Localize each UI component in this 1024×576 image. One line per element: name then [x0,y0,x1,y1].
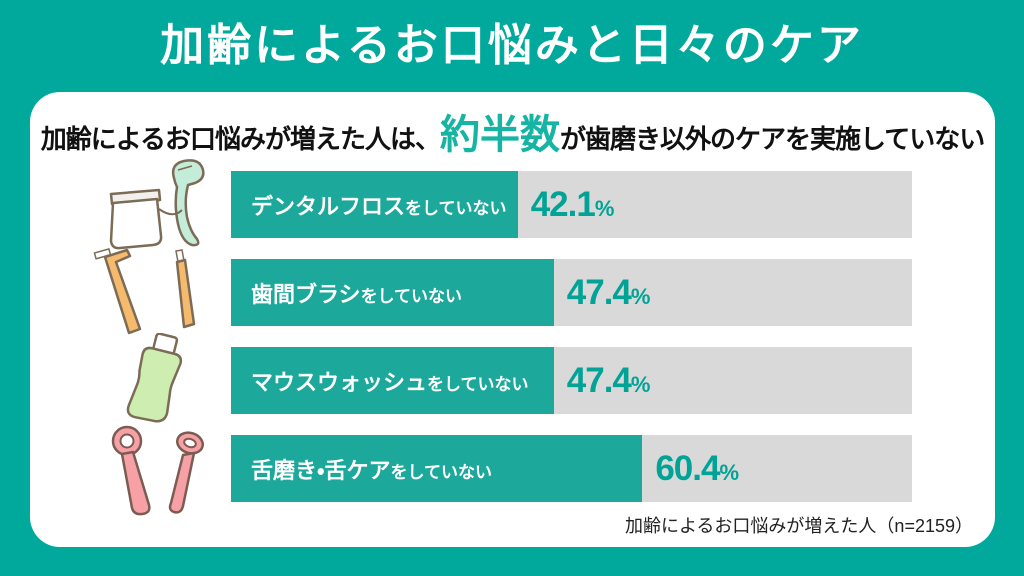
bar-label-main: 歯間ブラシ [251,281,361,307]
card-headline: 加齢によるお口悩みが増えた人は、約半数が歯磨き以外のケアを実施していない [30,112,995,158]
bar-value-number: 42.1 [530,185,596,224]
bar-fill: デンタルフロスをしていない [231,171,518,238]
bar-value-unit: % [719,460,739,485]
bar-track: 舌磨き・舌ケアをしていない 60.4% [231,435,912,502]
bar-track: 歯間ブラシをしていない 47.4% [231,259,912,326]
chart-row: マウスウォッシュをしていない 47.4% [30,332,995,423]
bar-label: マウスウォッシュをしていない [231,365,529,397]
page-header: 加齢によるお口悩みと日々のケア [0,0,1024,92]
bar-value-number: 47.4 [566,273,632,312]
chart-row: 歯間ブラシをしていない 47.4% [30,247,995,334]
bar-label-main: マウスウォッシュ [251,369,428,395]
bar-value: 60.4% [655,451,739,486]
bar-label: デンタルフロスをしていない [231,189,507,221]
content-card: 加齢によるお口悩みが増えた人は、約半数が歯磨き以外のケアを実施していない デンタ… [30,92,995,547]
bar-value-unit: % [594,196,615,221]
bar-fill: 舌磨き・舌ケアをしていない [231,435,643,502]
bar-value: 47.4% [567,363,651,398]
bar-label-suffix: をしていない [405,198,507,218]
bar-fill: マウスウォッシュをしていない [231,347,554,414]
bar-label-main: 舌磨き・舌ケア [251,457,391,483]
bar-track: デンタルフロスをしていない 42.1% [231,171,912,238]
tongue-scraper-icon [111,425,204,515]
chart-row: デンタルフロスをしていない 42.1% [30,158,995,249]
bar-fill: 歯間ブラシをしていない [231,259,554,326]
bar-value-unit: % [630,284,651,309]
bar-value-number: 47.4 [566,361,632,400]
headline-highlight: 約半数 [440,113,560,157]
bar-value: 42.1% [531,187,615,222]
page-title: 加齢によるお口悩みと日々のケア [160,21,864,70]
bar-label-suffix: をしていない [427,374,529,394]
headline-after: が歯磨き以外のケアを実施していない [560,124,985,154]
interdental-brush-icon [93,247,196,334]
dental-floss-icon [109,158,205,249]
bar-label: 舌磨き・舌ケアをしていない [231,453,492,485]
bar-label-suffix: をしていない [390,462,492,482]
bar-label-main: デンタルフロス [251,193,406,219]
bar-value: 47.4% [567,275,651,310]
bar-label-suffix: をしていない [360,286,463,306]
bar-value-number: 60.4 [655,449,720,488]
bar-value-unit: % [630,372,651,397]
chart-row: 舌磨き・舌ケアをしていない 60.4% [30,425,995,515]
sample-size-note: 加齢によるお口悩みが増えた人（n=2159） [624,516,973,536]
bar-track: マウスウォッシュをしていない 47.4% [231,347,912,414]
mouthwash-icon [126,332,183,423]
bar-label: 歯間ブラシをしていない [231,277,462,309]
headline-before: 加齢によるお口悩みが増えた人は、 [40,124,441,154]
